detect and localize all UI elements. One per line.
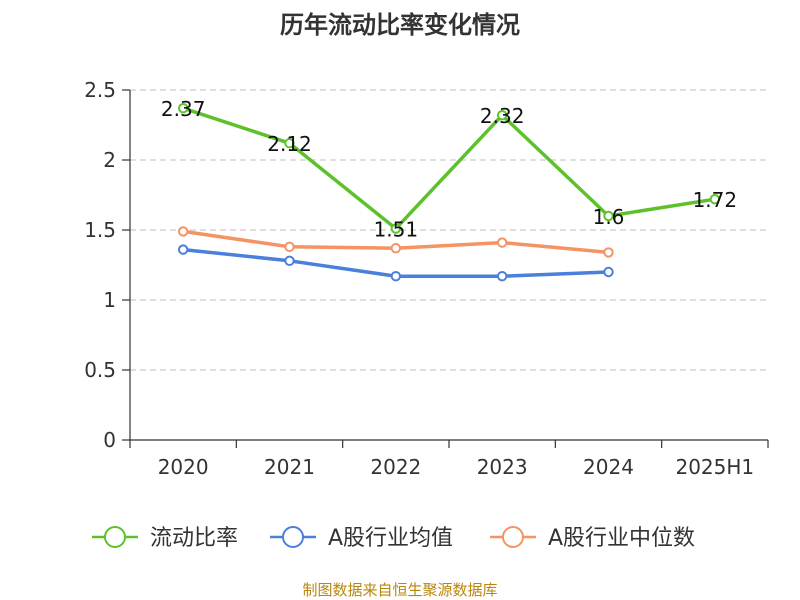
legend-marker	[282, 526, 304, 548]
x-tick-label: 2022	[370, 455, 421, 479]
x-tick-label: 2021	[264, 455, 315, 479]
legend-label: A股行业均值	[328, 526, 453, 551]
y-tick-label: 0	[103, 428, 116, 452]
y-tick-label: 0.5	[84, 358, 116, 382]
data-point	[603, 210, 614, 222]
chart-title: 历年流动比率变化情况	[280, 11, 520, 39]
grid-lines	[130, 89, 768, 371]
x-tick-label: 2024	[583, 455, 634, 479]
data-point	[496, 110, 508, 121]
data-point	[177, 103, 189, 114]
x-tick-label: 2020	[158, 455, 209, 479]
data-point	[603, 266, 614, 278]
legend-label: 流动比率	[150, 526, 238, 551]
data-labels: 2.37 2.12 1.51 2.32 1.6 1.72	[161, 97, 737, 241]
data-label: 2.32	[480, 104, 525, 128]
series-lines	[177, 103, 721, 282]
legend-label: A股行业中位数	[548, 526, 695, 551]
data-point	[603, 247, 614, 258]
data-point	[709, 194, 721, 205]
data-point	[390, 271, 402, 282]
data-label: 1.51	[374, 218, 419, 242]
y-tick-label: 1.5	[84, 218, 116, 242]
x-tick-label: 2023	[477, 455, 528, 479]
axes: 0 0.5 1 1.5 2 2.5 2020 2021 2022 2023 2024 2025H1	[84, 78, 769, 479]
legend-marker	[502, 526, 524, 548]
series-line	[181, 106, 717, 231]
legend-marker	[104, 526, 126, 548]
y-tick-label: 2.5	[84, 78, 116, 102]
data-label: 2.12	[267, 132, 312, 156]
y-tick-label: 1	[103, 288, 116, 312]
source-note: 制图数据来自恒生聚源数据库	[302, 581, 497, 599]
data-label: 1.6	[593, 205, 625, 229]
data-point	[284, 138, 295, 149]
data-point	[390, 243, 402, 254]
legend: 流动比率 A股行业均值 A股行业中位数	[92, 526, 695, 551]
data-point	[390, 223, 402, 234]
x-tick-label: 2025H1	[675, 455, 754, 479]
data-label: 2.37	[161, 97, 206, 121]
data-label: 1.72	[693, 188, 738, 212]
data-point	[177, 244, 189, 255]
data-point	[284, 241, 295, 253]
data-point	[496, 271, 508, 282]
data-point	[284, 255, 295, 266]
y-tick-label: 2	[103, 148, 116, 172]
data-point	[496, 237, 508, 248]
data-point	[177, 226, 189, 237]
